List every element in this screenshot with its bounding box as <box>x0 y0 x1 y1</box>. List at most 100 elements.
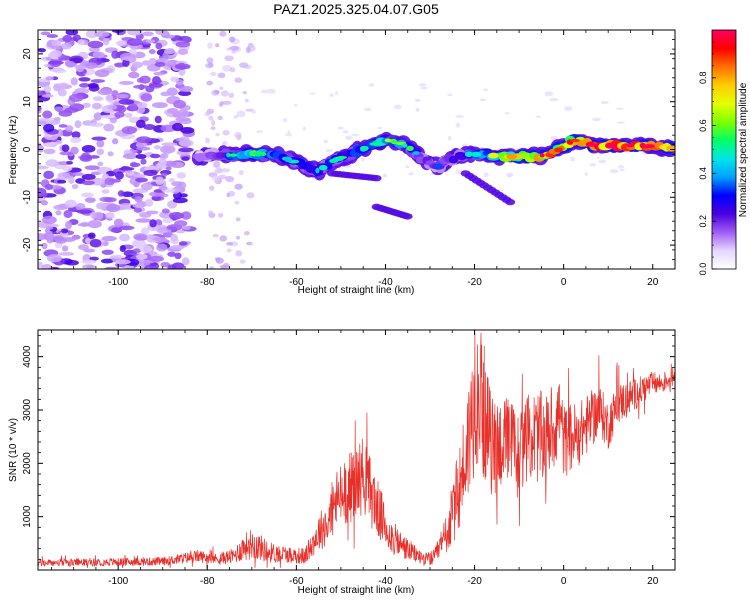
noise-speckle <box>220 90 230 97</box>
noise-speckle <box>168 178 176 183</box>
colorbar-tick-label: 0.4 <box>698 167 708 180</box>
signal-peak <box>284 156 293 163</box>
y-tick-label: 1000 <box>22 505 33 528</box>
noise-speckle <box>61 228 69 234</box>
noise-speckle <box>140 158 147 165</box>
noise-speckle <box>91 102 102 110</box>
noise-speckle <box>38 105 42 111</box>
noise-speckle <box>143 169 158 177</box>
x-tick-label: -60 <box>289 277 304 288</box>
noise-speckle <box>234 200 240 205</box>
noise-speckle <box>97 89 113 96</box>
noise-speckle <box>160 91 171 97</box>
noise-speckle <box>211 119 216 127</box>
noise-speckle <box>61 245 69 252</box>
noise-speckle <box>84 62 98 69</box>
noise-speckle <box>175 109 190 118</box>
noise-speckle <box>171 181 184 187</box>
noise-speckle <box>179 86 194 93</box>
noise-speckle <box>46 225 54 230</box>
x-tick-label: -20 <box>467 576 482 587</box>
x-tick-label: -100 <box>108 277 128 288</box>
noise-speckle <box>53 204 68 211</box>
noise-speckle <box>65 125 74 133</box>
noise-speckle <box>137 101 148 109</box>
y-tick-label: 2000 <box>22 452 33 475</box>
noise-speckle <box>234 183 243 190</box>
noise-speckle <box>170 76 180 83</box>
x-tick-label: -40 <box>378 277 393 288</box>
noise-speckle <box>148 255 165 262</box>
noise-speckle <box>104 266 119 269</box>
noise-speckle <box>479 146 484 149</box>
noise-speckle <box>96 202 108 210</box>
noise-speckle <box>57 179 67 184</box>
noise-speckle <box>161 142 178 147</box>
noise-speckle <box>226 242 234 246</box>
noise-speckle <box>110 254 123 259</box>
noise-speckle <box>420 86 428 90</box>
noise-speckle <box>87 219 103 229</box>
noise-speckle <box>129 103 138 111</box>
noise-speckle <box>139 245 153 254</box>
noise-speckle <box>71 131 81 139</box>
spectrogram-x-label: Height of straight line (km) <box>298 285 415 296</box>
noise-speckle <box>334 91 338 96</box>
noise-speckle <box>38 145 45 153</box>
noise-speckle <box>77 223 90 227</box>
noise-speckle <box>173 99 187 109</box>
noise-speckle <box>68 93 84 102</box>
noise-speckle <box>92 51 105 59</box>
colorbar-label: Normalized spectral amplitude <box>738 82 749 217</box>
noise-speckle <box>83 248 96 253</box>
noise-speckle <box>294 103 298 107</box>
noise-speckle <box>149 219 157 228</box>
noise-speckle <box>178 147 194 153</box>
noise-speckle <box>229 67 236 73</box>
noise-speckle <box>135 154 147 160</box>
secondary-feature <box>371 174 382 182</box>
noise-speckle <box>43 142 58 148</box>
noise-speckle <box>600 100 609 105</box>
noise-speckle <box>219 30 227 37</box>
noise-speckle <box>38 233 45 242</box>
noise-speckle <box>43 85 51 93</box>
noise-speckle <box>345 135 353 140</box>
noise-speckle <box>75 64 85 73</box>
noise-speckle <box>103 197 117 203</box>
noise-speckle <box>106 203 121 213</box>
x-tick-label: -40 <box>378 576 393 587</box>
noise-speckle <box>117 190 125 197</box>
y-tick-label: 0 <box>22 146 33 152</box>
noise-speckle <box>178 119 192 125</box>
noise-speckle <box>89 256 99 261</box>
noise-speckle <box>64 107 79 113</box>
noise-speckle <box>131 61 144 69</box>
noise-speckle <box>160 145 176 154</box>
signal-peak <box>434 163 443 169</box>
noise-speckle <box>81 144 96 153</box>
noise-speckle <box>617 164 625 169</box>
noise-speckle <box>393 104 402 110</box>
noise-speckle <box>104 177 116 186</box>
noise-speckle <box>208 115 214 121</box>
noise-speckle <box>153 71 166 76</box>
noise-speckle <box>368 83 375 87</box>
noise-speckle <box>100 114 116 119</box>
noise-speckle <box>51 39 62 48</box>
noise-speckle <box>79 83 90 88</box>
x-tick-label: 20 <box>647 277 659 288</box>
noise-speckle <box>94 30 110 38</box>
noise-speckle <box>302 126 307 131</box>
noise-speckle <box>226 248 232 253</box>
noise-speckle <box>239 259 246 264</box>
signal-peak <box>360 145 369 151</box>
snr-series-line <box>38 332 675 568</box>
noise-speckle <box>94 69 110 78</box>
noise-speckle <box>46 34 59 38</box>
noise-speckle <box>227 190 236 197</box>
colorbar-tick-label: 0.6 <box>698 119 708 132</box>
noise-speckle <box>209 185 215 191</box>
noise-speckle <box>53 234 64 242</box>
y-tick-label: -10 <box>22 190 33 205</box>
